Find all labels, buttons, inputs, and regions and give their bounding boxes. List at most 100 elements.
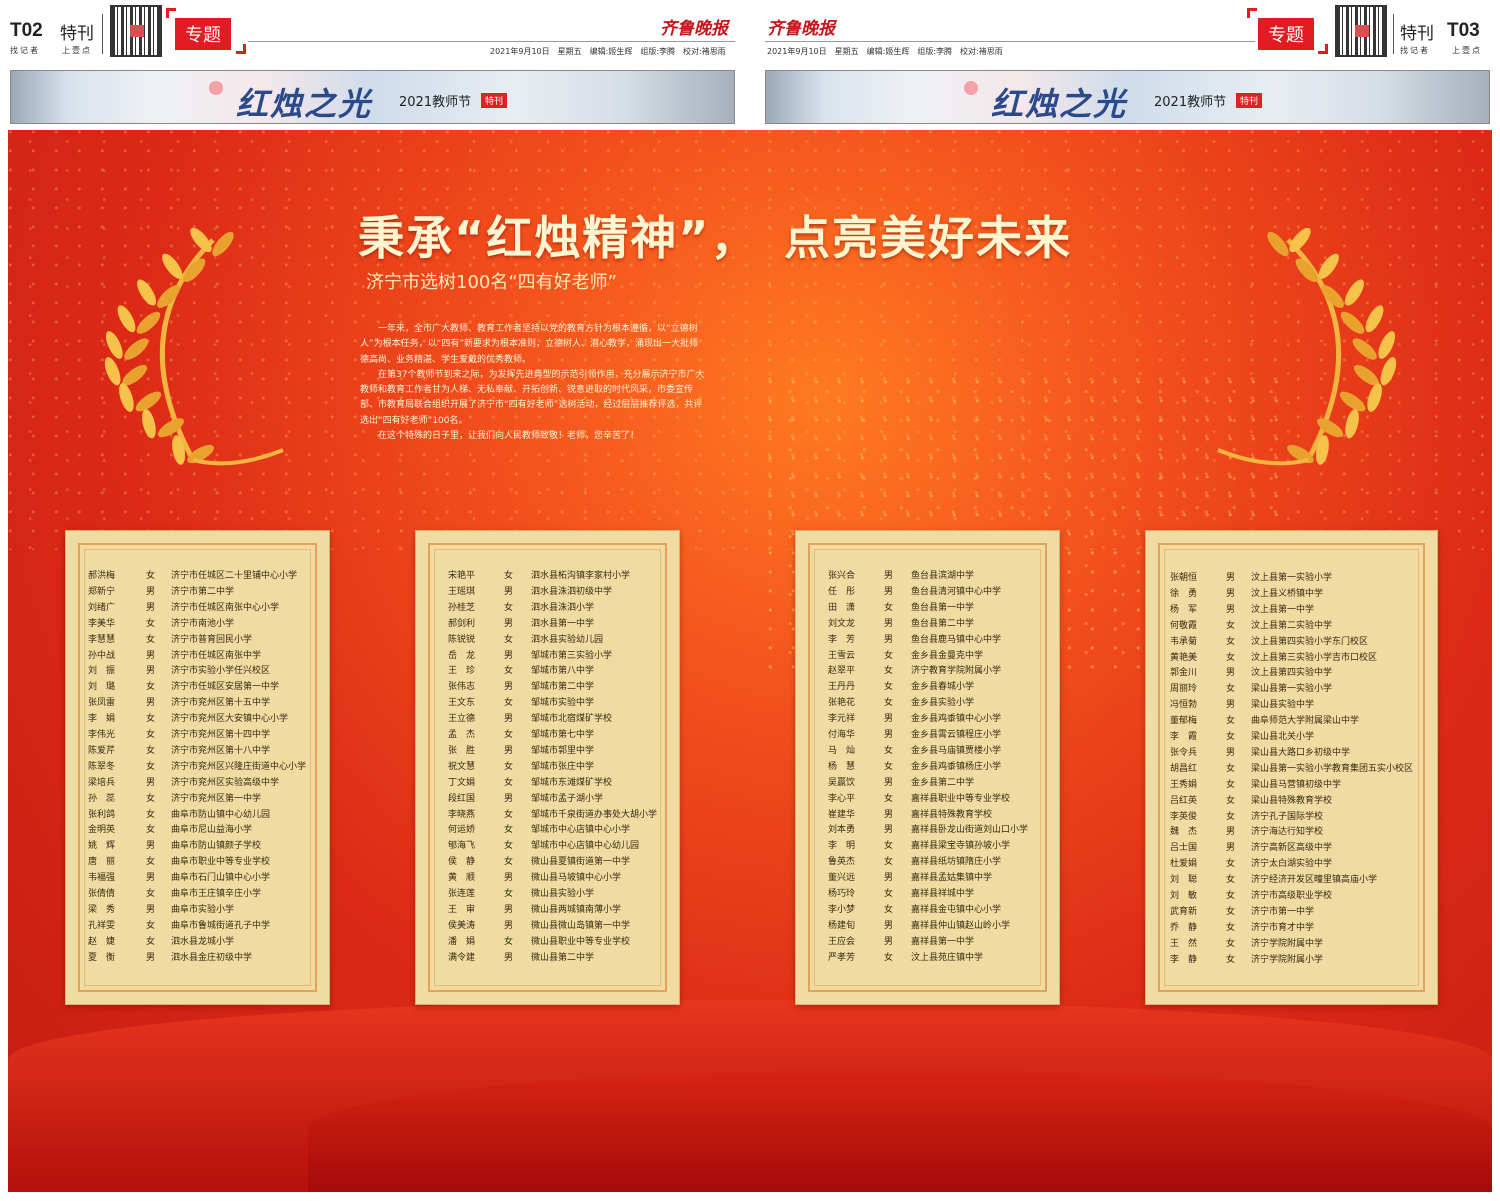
teacher-name: 刘文龙 bbox=[828, 618, 856, 629]
teacher-gender: 女 bbox=[1226, 795, 1236, 806]
teacher-gender: 女 bbox=[504, 602, 514, 613]
teacher-school: 金乡县鸡黍镇中心小学 bbox=[911, 714, 1002, 725]
teacher-school: 邹城市实验中学 bbox=[531, 698, 595, 709]
teacher-school: 邹城市第二中学 bbox=[531, 682, 595, 693]
teacher-gender: 男 bbox=[504, 714, 514, 725]
teacher-gender: 女 bbox=[884, 650, 894, 661]
teacher-name: 梁 秀 bbox=[88, 904, 116, 915]
teacher-name: 张 胜 bbox=[448, 745, 476, 756]
teacher-name: 潘 娟 bbox=[448, 936, 476, 947]
teacher-school: 济宁高新区高级中学 bbox=[1251, 843, 1333, 854]
teacher-school: 济宁市第一中学 bbox=[1251, 906, 1315, 917]
banner-right: 红烛之光 2021教师节 特刊 bbox=[765, 70, 1490, 124]
teacher-gender: 女 bbox=[1226, 636, 1236, 647]
newspaper-logo-right: 齐鲁晚报 bbox=[767, 19, 835, 39]
teacher-school: 梁山县第一实验小学 bbox=[1251, 684, 1333, 695]
teacher-school: 梁山县大路口乡初级中学 bbox=[1251, 747, 1351, 758]
teacher-school: 微山县实验小学 bbox=[531, 889, 595, 899]
teacher-school: 邹城市千泉街道办事处大胡小学 bbox=[531, 809, 658, 820]
teacher-school: 金乡县鸡黍镇杨庄小学 bbox=[911, 761, 1002, 772]
teacher-gender: 男 bbox=[884, 634, 894, 645]
teacher-gender: 女 bbox=[146, 745, 156, 756]
teacher-school: 汶上县第一中学 bbox=[1251, 604, 1315, 615]
teacher-school: 金乡县金曼克中学 bbox=[911, 650, 984, 661]
banner-left: 红烛之光 2021教师节 特刊 bbox=[10, 70, 735, 124]
teacher-school: 邹城市北宿煤矿学校 bbox=[531, 714, 613, 725]
teacher-name: 王立德 bbox=[448, 714, 476, 725]
teacher-school: 微山县第二中学 bbox=[531, 952, 595, 963]
teacher-school: 泗水县洙泗初级中学 bbox=[531, 586, 613, 597]
tagline-left: 找记者 bbox=[1400, 46, 1430, 55]
intro-paragraph: 在第37个教师节到来之际，为发挥先进典型的示范引领作用，充分展示济宁市广大教师和… bbox=[360, 369, 705, 426]
teacher-gender: 男 bbox=[884, 873, 894, 884]
teacher-name: 金明英 bbox=[88, 825, 116, 836]
teacher-gender: 男 bbox=[146, 666, 156, 677]
teacher-school: 曲阜市防山镇中心幼儿园 bbox=[171, 809, 271, 820]
teacher-name: 夏 衡 bbox=[88, 952, 116, 963]
teacher-name: 刘本勇 bbox=[828, 825, 856, 836]
teacher-gender: 男 bbox=[1226, 573, 1236, 583]
teacher-school: 济宁市高级职业学校 bbox=[1251, 891, 1333, 901]
teacher-list-card: 宋艳平女泗水县柘沟镇李家村小学 王瑶琪男泗水县洙泗初级中学 孙桂芝女泗水县洙泗小学郝… bbox=[415, 530, 680, 1005]
poster-title-part1: 秉承“红烛精神”， bbox=[358, 211, 759, 265]
teacher-school: 微山县职业中等专业学校 bbox=[531, 936, 631, 947]
teacher-gender: 男 bbox=[504, 904, 514, 915]
teacher-gender: 女 bbox=[146, 730, 156, 740]
teacher-school: 嘉祥县卧龙山街道刘山口小学 bbox=[911, 825, 1029, 836]
qr-code-icon[interactable] bbox=[110, 5, 162, 57]
teacher-gender: 女 bbox=[884, 952, 894, 963]
teacher-name: 刘 璐 bbox=[88, 682, 116, 693]
teacher-school: 邹城市第三实验小学 bbox=[531, 650, 613, 661]
intro-paragraph: 在这个特殊的日子里，让我们向人民教师致敬！老师，您辛苦了！ bbox=[378, 431, 640, 442]
red-silk-wave bbox=[308, 1070, 1492, 1192]
teacher-school: 鱼台县鹿马镇中心中学 bbox=[911, 634, 1002, 645]
teacher-school: 汶上县第四实验中学 bbox=[1251, 668, 1333, 679]
card-border bbox=[78, 543, 317, 992]
teacher-gender: 男 bbox=[884, 586, 894, 597]
teacher-name: 郭金川 bbox=[1170, 668, 1198, 679]
teacher-school: 济宁孔子国际学校 bbox=[1251, 811, 1324, 822]
teacher-name: 胡昌红 bbox=[1170, 763, 1198, 774]
teacher-school: 梁山县北关小学 bbox=[1251, 732, 1315, 742]
qr-code-icon[interactable] bbox=[1335, 5, 1387, 57]
teacher-name: 张凤雷 bbox=[88, 698, 116, 709]
teacher-school: 济宁太白湖实验中学 bbox=[1251, 859, 1333, 870]
poster-subtitle: 济宁市选树100名“四有好老师” bbox=[366, 272, 618, 293]
teacher-gender: 男 bbox=[146, 586, 156, 597]
teacher-school: 曲阜市鲁城街道孔子中学 bbox=[171, 920, 271, 931]
teacher-school: 邹城市孟子湖小学 bbox=[531, 793, 604, 804]
teacher-name: 周丽玲 bbox=[1170, 684, 1198, 695]
teacher-gender: 女 bbox=[146, 793, 156, 804]
card-border bbox=[808, 543, 1047, 992]
teacher-gender: 女 bbox=[884, 889, 894, 899]
teacher-gender: 男 bbox=[146, 904, 156, 915]
teacher-gender: 女 bbox=[1226, 811, 1236, 822]
teacher-gender: 男 bbox=[504, 873, 514, 884]
teacher-name: 刘 振 bbox=[88, 666, 116, 677]
teacher-name: 宋艳平 bbox=[448, 571, 476, 581]
teacher-school: 嘉祥县孟姑集镇中学 bbox=[911, 873, 993, 884]
teacher-name: 崔建华 bbox=[828, 809, 856, 820]
teacher-school: 济宁市南池小学 bbox=[171, 618, 235, 629]
teacher-school: 微山县微山岛镇第一中学 bbox=[531, 920, 631, 931]
teacher-school: 济宁海达行知学校 bbox=[1251, 827, 1324, 838]
corner-decoration bbox=[1247, 8, 1257, 18]
teacher-gender: 男 bbox=[1226, 588, 1236, 599]
teacher-gender: 男 bbox=[1226, 700, 1236, 711]
teacher-gender: 女 bbox=[504, 666, 514, 677]
sparkle-decoration bbox=[8, 130, 1492, 550]
teacher-gender: 女 bbox=[1226, 620, 1236, 631]
teacher-name: 郑新宁 bbox=[88, 586, 116, 597]
teacher-school: 嘉祥县第一中学 bbox=[911, 936, 975, 947]
teacher-school: 曲阜市石门山镇中心小学 bbox=[171, 873, 271, 884]
teacher-gender: 女 bbox=[884, 682, 894, 693]
teacher-gender: 男 bbox=[146, 698, 156, 709]
teacher-gender: 女 bbox=[146, 809, 156, 820]
teacher-name: 冯恒勃 bbox=[1170, 700, 1198, 711]
teacher-school: 济宁经济开发区疃里镇高庙小学 bbox=[1251, 875, 1378, 886]
teacher-school: 济宁市兖州区大安镇中心小学 bbox=[171, 714, 289, 725]
teacher-gender: 男 bbox=[504, 618, 514, 629]
teacher-name: 张连莲 bbox=[448, 889, 476, 899]
teacher-name: 孟 杰 bbox=[448, 730, 476, 740]
card-border bbox=[1158, 543, 1425, 992]
